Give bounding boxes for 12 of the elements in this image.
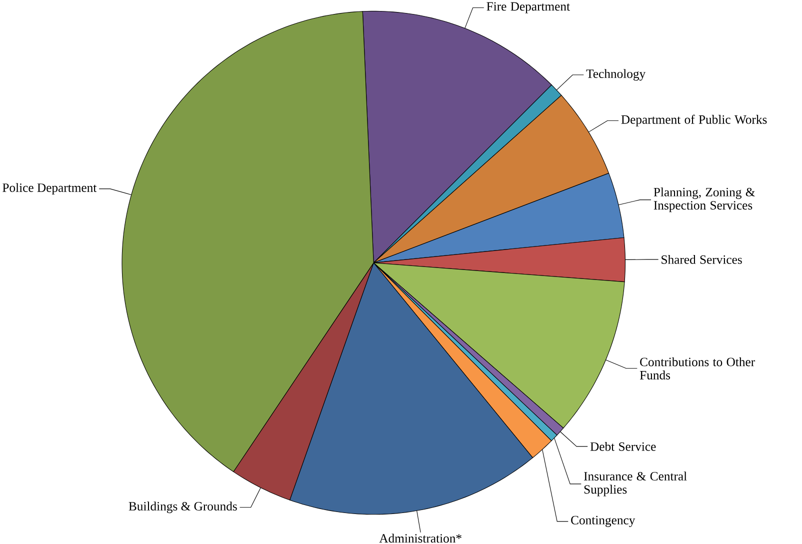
slice-label: Planning, Zoning & Inspection Services	[654, 188, 756, 212]
slice-label: Contingency	[571, 516, 636, 528]
slice-label: Contributions to Other Funds	[640, 357, 755, 380]
slice-label: Technology	[586, 69, 646, 81]
slice-label: Fire Department	[486, 2, 570, 14]
slice-label: Department of Public Works	[621, 114, 767, 127]
slice-label: Buildings & Grounds	[128, 502, 237, 514]
slice-label: Administration*	[379, 534, 462, 543]
slice-label: Police Department	[2, 183, 97, 195]
slice-label: Shared Services	[662, 255, 742, 264]
slice-label: Insurance & Central Supplies	[584, 472, 687, 496]
slice-label: Debt Service	[590, 442, 656, 451]
